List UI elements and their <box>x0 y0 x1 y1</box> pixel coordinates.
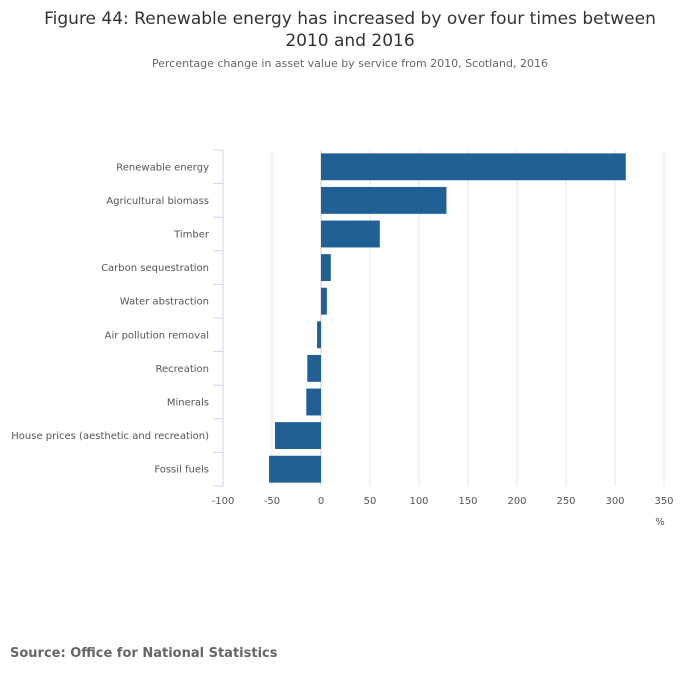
category-label: Fossil fuels <box>154 465 209 476</box>
bar[interactable] <box>321 254 331 282</box>
category-label: Renewable energy <box>116 162 209 173</box>
tick-label: -50 <box>264 496 280 507</box>
bars <box>269 153 626 483</box>
unit-label: % <box>655 517 665 528</box>
tick-label: 150 <box>458 496 477 507</box>
bar[interactable] <box>321 220 380 248</box>
bar[interactable] <box>321 287 327 315</box>
category-label: Water abstraction <box>120 297 209 308</box>
category-axis <box>213 149 224 487</box>
value-axis-ticks: -100 -50 0 50 100 150 200 250 300 350 <box>212 496 674 507</box>
bar[interactable] <box>307 354 321 382</box>
tick-label: -100 <box>212 496 235 507</box>
bar[interactable] <box>306 388 321 416</box>
tick-label: 250 <box>556 496 575 507</box>
tick-label: 350 <box>654 496 673 507</box>
bar[interactable] <box>274 422 321 450</box>
category-label: Air pollution removal <box>105 330 209 341</box>
tick-label: 50 <box>364 496 377 507</box>
bar[interactable] <box>317 321 321 349</box>
category-label: Minerals <box>167 398 209 409</box>
bar[interactable] <box>321 153 626 181</box>
chart-title: Figure 44: Renewable energy has increase… <box>44 9 656 51</box>
tick-label: 100 <box>409 496 428 507</box>
tick-label: 200 <box>507 496 526 507</box>
bar[interactable] <box>269 455 321 483</box>
tick-label: 300 <box>605 496 624 507</box>
bar[interactable] <box>321 186 447 214</box>
source-note: Source: Office for National Statistics <box>10 646 278 661</box>
category-labels: Renewable energy Agricultural biomass Timb… <box>11 162 210 475</box>
category-label: Recreation <box>156 364 209 375</box>
category-label: House prices (aesthetic and recreation) <box>11 431 209 442</box>
category-label: Agricultural biomass <box>106 196 209 207</box>
gridlines <box>271 150 665 486</box>
chart-subtitle: Percentage change in asset value by serv… <box>152 57 548 70</box>
tick-label: 0 <box>318 496 324 507</box>
category-label: Timber <box>173 230 210 241</box>
category-label: Carbon sequestration <box>101 263 209 274</box>
